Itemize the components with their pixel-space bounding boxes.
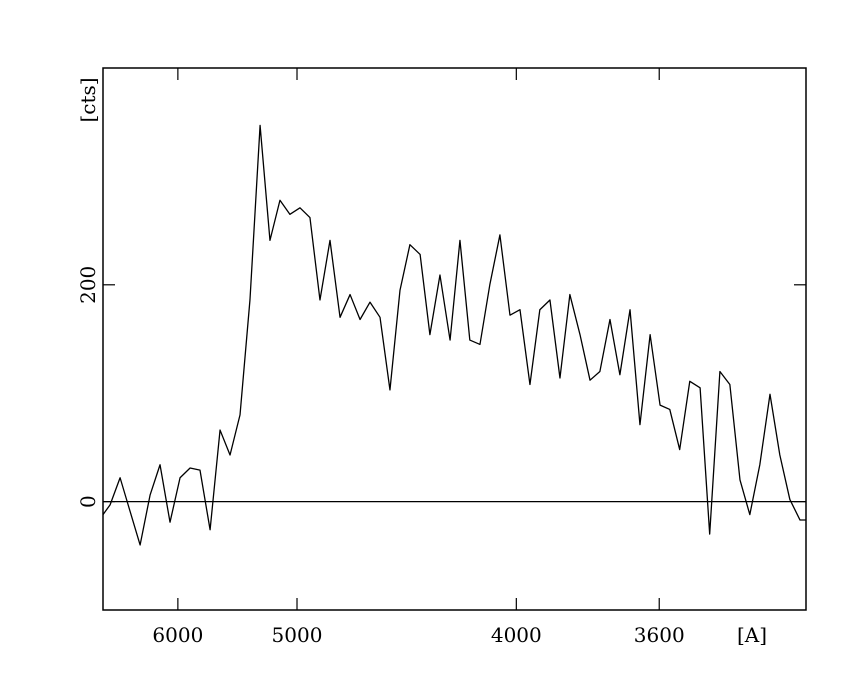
y-tick-label: 200 — [76, 266, 100, 304]
x-tick-label: 3600 — [634, 623, 685, 647]
plot-frame — [102, 67, 807, 611]
x-tick-label: 4000 — [491, 623, 542, 647]
spectrum-line — [102, 124, 806, 546]
x-tick-label: 5000 — [272, 623, 323, 647]
y-axis-label: [cts] — [76, 77, 100, 122]
y-tick-label: 0 — [76, 495, 100, 508]
x-tick-label: 6000 — [152, 623, 203, 647]
x-axis-label: [A] — [737, 623, 767, 647]
